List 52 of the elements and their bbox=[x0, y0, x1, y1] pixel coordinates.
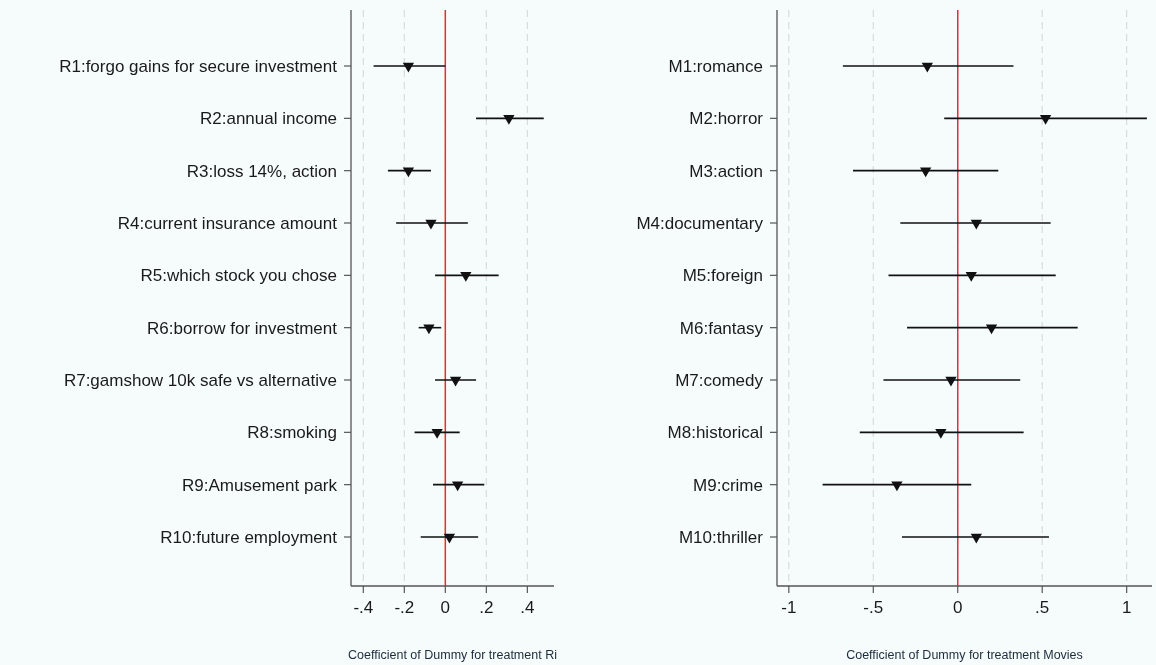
point bbox=[945, 376, 957, 387]
y-tick-label: M8:historical bbox=[667, 423, 763, 443]
x-tick-label: .5 bbox=[1035, 598, 1050, 617]
point bbox=[935, 429, 947, 439]
y-tick-label: M6:fantasy bbox=[679, 318, 764, 338]
y-tick-label: R10:future employment bbox=[160, 527, 338, 547]
x-tick-label: -1 bbox=[781, 598, 797, 617]
point bbox=[503, 115, 515, 125]
y-tick-label: R2:annual income bbox=[199, 109, 337, 129]
point bbox=[1039, 115, 1052, 125]
point bbox=[965, 272, 977, 282]
y-tick-label: R6:borrow for investment bbox=[147, 318, 338, 338]
point bbox=[970, 219, 982, 230]
x-tick-label: 0 bbox=[953, 598, 963, 617]
y-tick-label: M3:action bbox=[689, 161, 763, 181]
point bbox=[402, 167, 415, 178]
y-tick-label: R7:gamshow 10k safe vs alternative bbox=[63, 370, 337, 390]
y-tick-label: R4:current insurance amount bbox=[117, 213, 338, 233]
point bbox=[431, 429, 443, 439]
x-axis-title: Coefficient of Dummy for treatment Ri bbox=[348, 648, 557, 662]
x-tick-label: -.2 bbox=[394, 598, 415, 617]
point bbox=[443, 533, 456, 544]
x-tick-label: -.4 bbox=[353, 598, 374, 617]
y-tick-label: M10:thriller bbox=[678, 527, 764, 547]
y-tick-label: M9:crime bbox=[693, 475, 763, 495]
point bbox=[451, 481, 464, 492]
y-tick-label: M1:romance bbox=[668, 56, 763, 76]
point bbox=[921, 62, 933, 73]
x-tick-label: .2 bbox=[479, 598, 494, 617]
point bbox=[891, 481, 903, 492]
y-tick-label: R8:smoking bbox=[247, 423, 337, 443]
x-tick-label: .4 bbox=[520, 598, 535, 617]
y-tick-label: R1:forgo gains for secure investment bbox=[59, 56, 338, 76]
y-tick-label: R5:which stock you chose bbox=[140, 266, 337, 286]
point bbox=[449, 376, 462, 387]
point bbox=[985, 324, 998, 335]
point bbox=[970, 533, 982, 544]
x-tick-label: -.5 bbox=[863, 598, 884, 617]
point bbox=[920, 167, 932, 178]
point bbox=[402, 62, 415, 73]
y-tick-label: M4:documentary bbox=[636, 213, 764, 233]
point bbox=[460, 272, 472, 282]
y-tick-label: R9:Amusement park bbox=[182, 475, 338, 495]
x-tick-label: 0 bbox=[440, 598, 451, 617]
x-tick-label: 1 bbox=[1121, 598, 1132, 617]
y-tick-label: M7:comedy bbox=[675, 370, 764, 390]
y-tick-label: M5:foreign bbox=[682, 266, 763, 286]
x-axis-title: Coefficient of Dummy for treatment Movies bbox=[846, 648, 1083, 662]
point bbox=[425, 219, 437, 230]
y-tick-label: M2:horror bbox=[689, 109, 764, 129]
point bbox=[423, 324, 435, 335]
y-tick-label: R3:loss 14%, action bbox=[186, 161, 337, 181]
